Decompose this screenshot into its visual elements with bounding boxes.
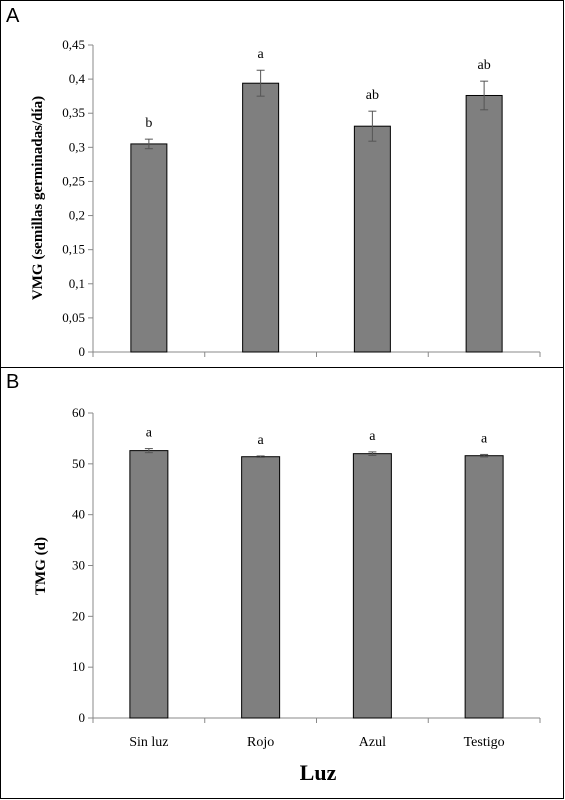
panel-a-y-tick-label: 0,2	[69, 208, 85, 223]
panel-b-significance-letter: a	[369, 429, 376, 444]
panel-a-y-axis-title: VMG (semillas germinadas/día)	[30, 96, 46, 300]
panel-a-y-tick-label: 0	[79, 344, 86, 359]
panel-b-significance-letter: a	[481, 431, 488, 446]
panel-a-plot: 0 0,05 0,1 0,15 0,2 0,25 0,3 0,35 0,4 0,45 b a ab ab	[62, 37, 541, 359]
panel-b-bar-testigo	[464, 455, 504, 719]
panel-a-significance-letter: a	[258, 47, 265, 62]
panel-a-y-tick-label: 0,3	[69, 139, 85, 154]
panel-b-y-tick-label: 20	[72, 608, 85, 623]
panel-a-significance-letter: b	[145, 116, 152, 131]
panel-a-significance-letter: ab	[366, 88, 379, 103]
panel-a-y-tick-label: 0,4	[69, 71, 86, 86]
panel-a-significance-letter: ab	[478, 58, 491, 73]
panel-a-y-tick-label: 0,1	[69, 276, 85, 291]
panel-a-bar-sin-luz	[130, 143, 168, 353]
panel-b-significance-letter: a	[146, 426, 153, 441]
panel-a-y-tick-label: 0,45	[62, 37, 85, 52]
panel-b-category-label: Azul	[359, 735, 386, 750]
panel-b-significance-letter: a	[258, 433, 265, 448]
panel-b-bar-azul	[352, 453, 392, 719]
panel-a-bar-rojo	[242, 82, 280, 353]
panel-b-category-label: Testigo	[464, 735, 505, 750]
panel-b-y-axis-title: TMG (d)	[33, 537, 49, 595]
panel-a-letter: A	[6, 5, 20, 27]
panel-a-y-tick-label: 0,25	[62, 173, 85, 188]
panel-b-category-label: Sin luz	[129, 735, 168, 750]
panel-b-category-label: Rojo	[247, 735, 274, 750]
panel-b-y-tick-label: 50	[72, 456, 85, 471]
panel-b-y-tick-label: 30	[72, 558, 85, 573]
panel-b-bar-rojo	[241, 456, 281, 719]
panel-b-bar-sin-luz	[129, 450, 169, 719]
panel-a: A VMG (semillas germinadas/día) 0 0,05 0,1…	[0, 0, 564, 368]
panel-a-y-tick-label: 0,35	[62, 105, 85, 120]
panel-a-bar-testigo	[465, 94, 503, 353]
panel-a-y-tick-label: 0,15	[62, 242, 85, 257]
panel-b-y-tick-label: 0	[79, 710, 86, 725]
panel-b-y-tick-label: 10	[72, 659, 85, 674]
panel-b-letter: B	[6, 371, 19, 393]
panel-b-y-tick-label: 60	[72, 405, 85, 420]
panel-a-bar-azul	[353, 125, 391, 353]
panel-b-x-axis-title: Luz	[300, 760, 337, 785]
panel-b-y-tick-label: 40	[72, 507, 85, 522]
panel-b-plot: 0 10 20 30 40 50 60 a Sin luz a Rojo a Azul a Testigo	[72, 405, 541, 750]
panel-a-y-tick-label: 0,05	[62, 310, 85, 325]
panel-b: B TMG (d) 0 10 20 30 40 50 60 a Sin luz a Rojo a Azu…	[0, 367, 564, 799]
